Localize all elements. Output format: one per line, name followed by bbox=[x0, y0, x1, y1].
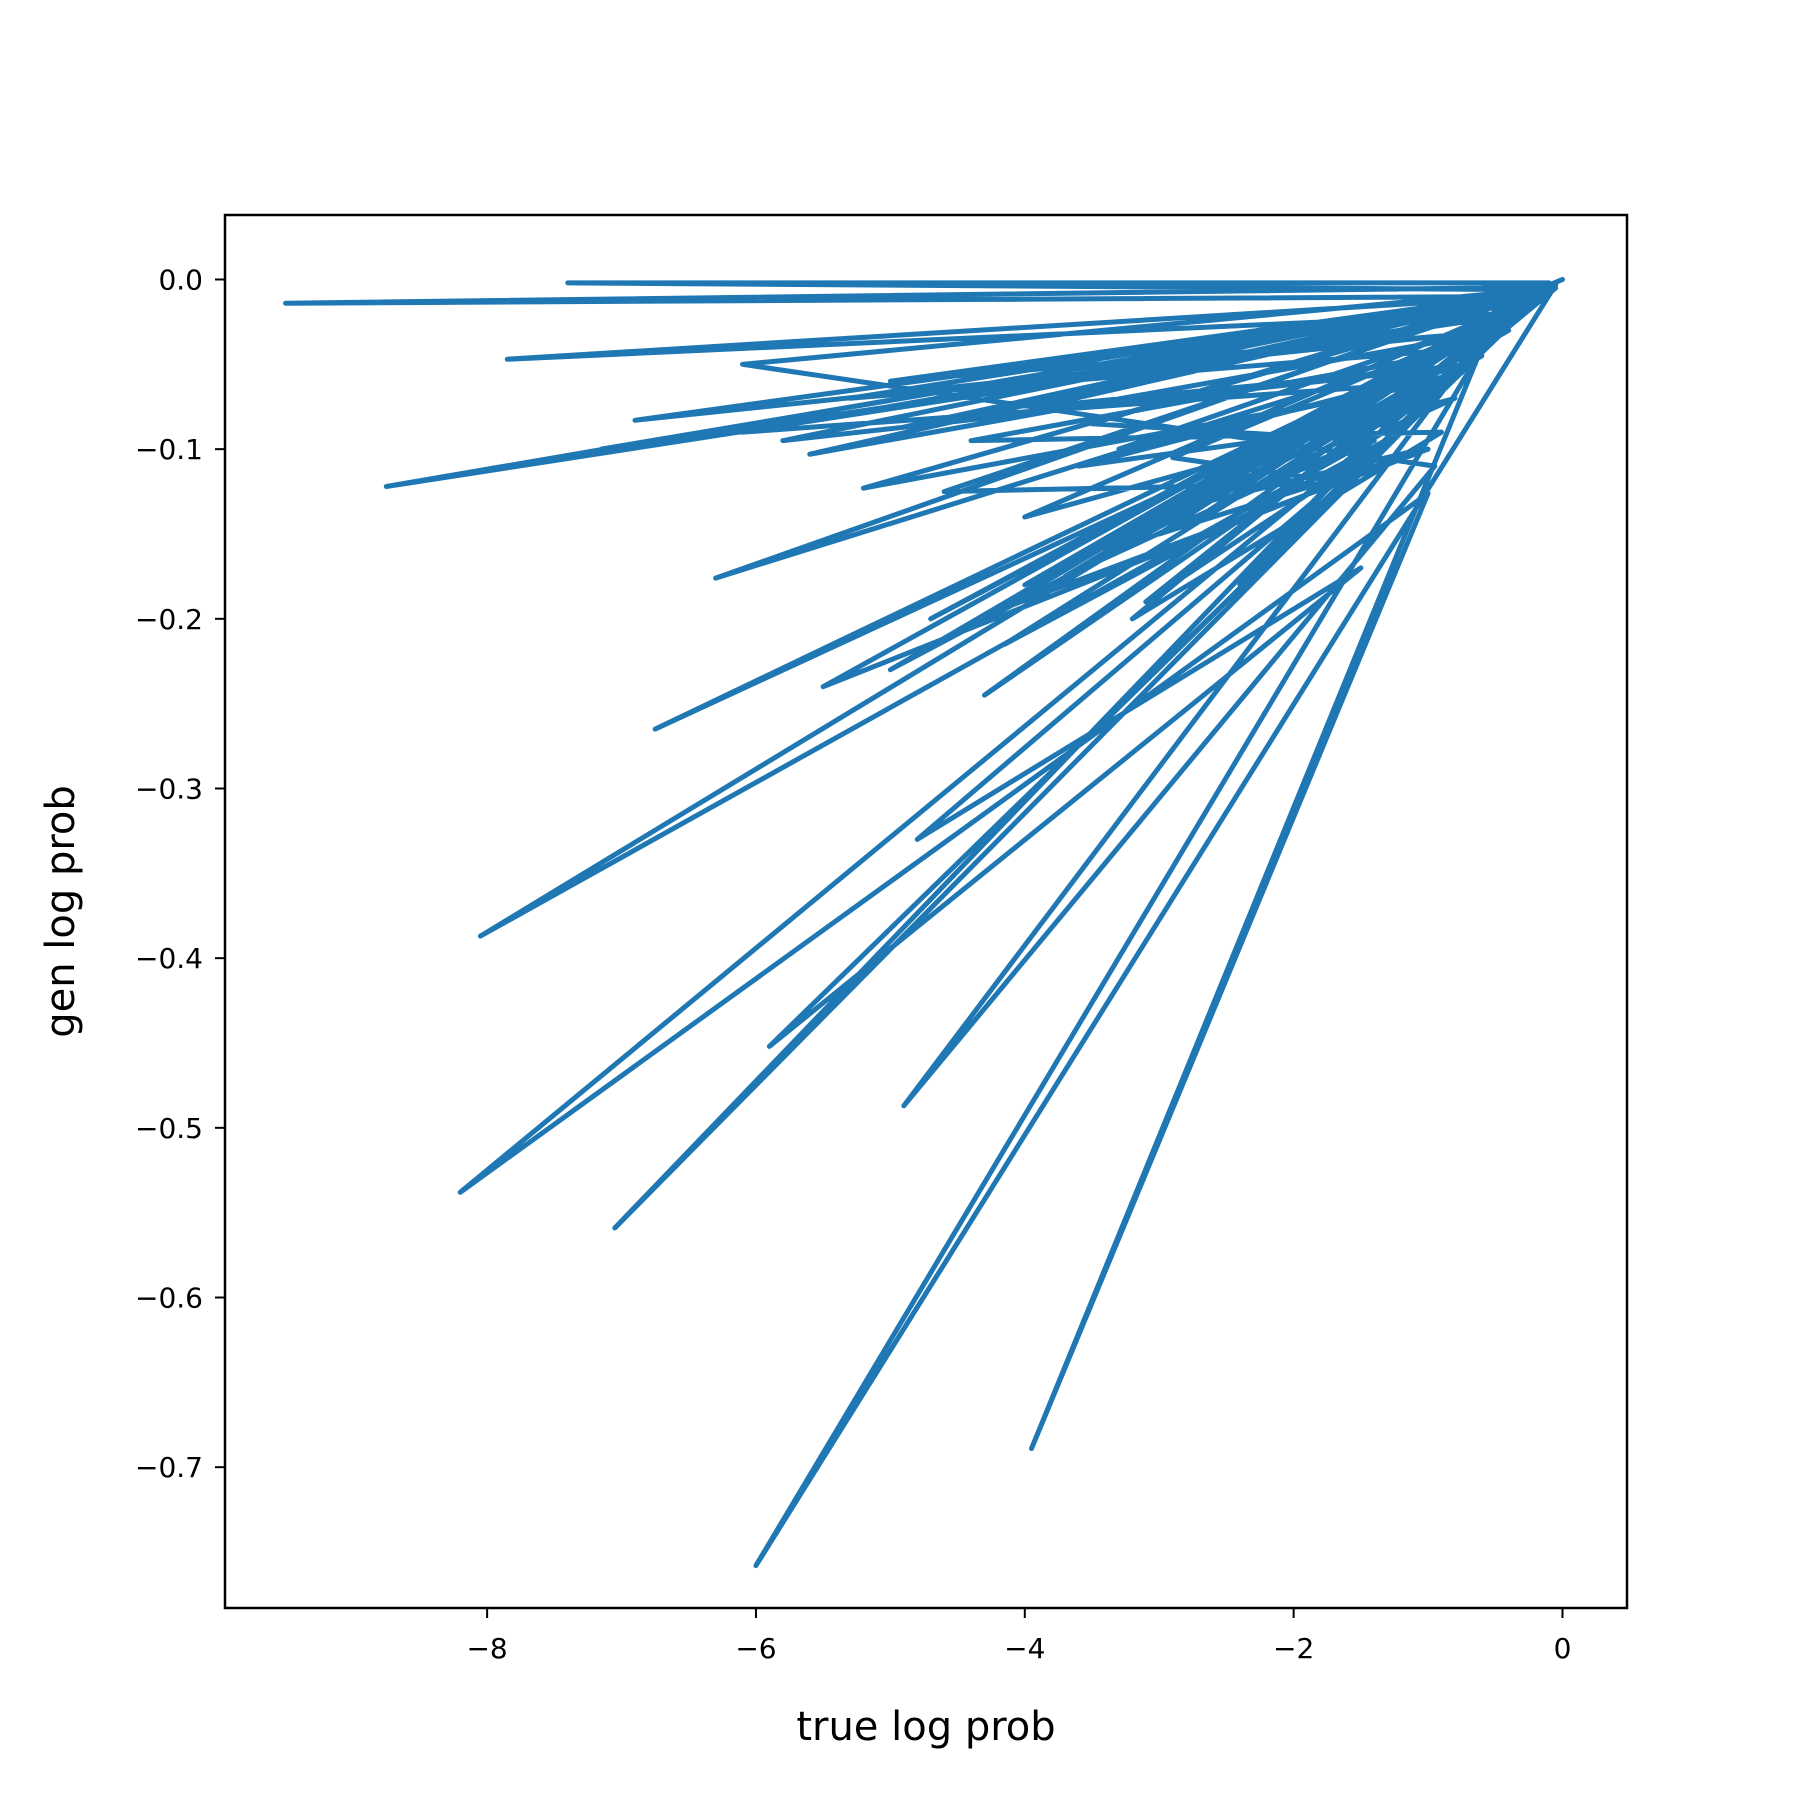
x-tick-label: 0 bbox=[1554, 1632, 1572, 1665]
y-axis-label: gen log prob bbox=[38, 785, 84, 1038]
y-axis: 0.0 −0.1 −0.2 −0.3 −0.4 −0.5 −0.6 −0.7 bbox=[135, 263, 225, 1484]
series-line-0 bbox=[282, 276, 1565, 1569]
y-tick-label: −0.1 bbox=[135, 433, 203, 466]
x-tick-label: −6 bbox=[735, 1632, 776, 1665]
x-tick-label: −8 bbox=[466, 1632, 507, 1665]
y-tick-label: −0.5 bbox=[135, 1112, 203, 1145]
y-tick-label: −0.3 bbox=[135, 772, 203, 805]
axes-frame bbox=[223, 213, 1629, 1610]
y-tick-label: −0.6 bbox=[135, 1282, 203, 1315]
x-axis: −8 −6 −4 −2 0 bbox=[466, 1608, 1571, 1665]
series-lines bbox=[282, 276, 1565, 1569]
x-tick-label: −4 bbox=[1004, 1632, 1045, 1665]
y-tick-label: 0.0 bbox=[158, 263, 203, 296]
y-tick-label: −0.7 bbox=[135, 1451, 203, 1484]
x-tick-label: −2 bbox=[1273, 1632, 1314, 1665]
y-tick-label: −0.2 bbox=[135, 603, 203, 636]
y-tick-label: −0.4 bbox=[135, 942, 203, 975]
x-axis-label: true log prob bbox=[796, 1704, 1055, 1750]
